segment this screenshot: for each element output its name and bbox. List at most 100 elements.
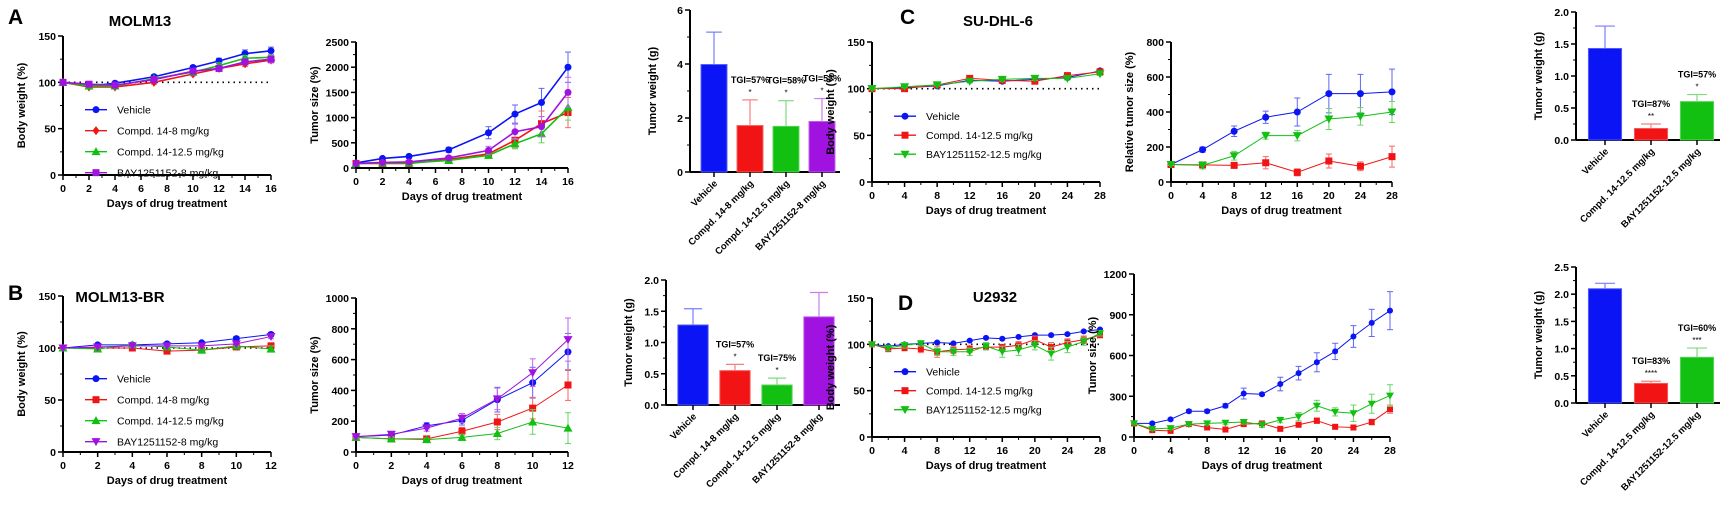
data-point <box>1325 90 1333 98</box>
data-point <box>266 344 276 353</box>
y-tick-label: 4 <box>677 59 683 71</box>
series-line <box>871 73 1101 90</box>
y-tick-label: 600 <box>331 355 349 367</box>
y-tick-label: 900 <box>1109 310 1127 322</box>
bar <box>1587 288 1623 404</box>
x-tick-label: 0 <box>869 190 875 202</box>
category-label: BAY1251152-8 mg/kg <box>753 178 828 253</box>
series-line <box>1170 156 1393 173</box>
x-tick-label: 0 <box>869 445 875 457</box>
x-tick-label: 4 <box>902 190 908 202</box>
y-tick-label: 50 <box>44 395 56 407</box>
data-point <box>563 423 573 432</box>
data-point <box>422 424 432 433</box>
x-tick-label: 10 <box>187 183 199 195</box>
data-point <box>1368 319 1375 326</box>
data-point <box>1312 402 1321 410</box>
data-point <box>1030 74 1040 83</box>
data-point <box>982 343 990 351</box>
x-tick-label: 4 <box>112 183 118 195</box>
y-tick-label: 2000 <box>326 62 350 74</box>
chart-C1: 0 50 100 150 Body weight (%) 0 4 8 12 16 20 24 28 Day… <box>825 6 1106 217</box>
data-point <box>484 150 493 159</box>
series-purple <box>351 317 573 442</box>
data-point <box>1230 127 1238 135</box>
x-tick-label: 8 <box>934 445 940 457</box>
x-tick-label: 4 <box>1168 445 1174 457</box>
data-point <box>1166 425 1175 433</box>
data-point <box>405 158 413 166</box>
chart-A2: 0 500 1000 1500 2000 2500 Tumor size (%) 0 2 4 6 8 1… <box>309 37 574 203</box>
data-point <box>1277 425 1284 432</box>
y-axis-label: Body weight (%) <box>16 331 28 417</box>
data-point <box>933 348 942 356</box>
x-tick-label: 0 <box>1168 190 1174 202</box>
data-point <box>1258 421 1266 429</box>
x-tick-label: 12 <box>964 190 976 202</box>
legend-label: Compd. 14-8 mg/kg <box>117 126 209 138</box>
series-line <box>62 59 272 88</box>
y-tick-label: 100 <box>38 343 56 355</box>
data-point <box>352 159 360 167</box>
series-line <box>872 71 1101 90</box>
y-tick-label: 2.0 <box>644 275 659 287</box>
series-purple <box>58 333 276 353</box>
x-tick-label: 12 <box>265 460 277 472</box>
y-tick-label: 2.5 <box>1554 262 1569 274</box>
y-axis-label: Body weight (%) <box>825 69 837 155</box>
data-point <box>92 375 100 383</box>
data-point <box>91 416 101 425</box>
x-tick-label: 16 <box>562 176 574 188</box>
x-tick-label: 16 <box>996 190 1008 202</box>
data-point <box>215 64 223 72</box>
legend-label: Vehicle <box>117 105 151 117</box>
x-tick-label: 12 <box>213 183 225 195</box>
data-point <box>1080 328 1087 335</box>
data-point <box>1031 332 1038 339</box>
x-axis-label: Days of drug treatment <box>926 205 1047 217</box>
series-purple <box>59 54 275 89</box>
y-axis-label: Relative tumor size (%) <box>1124 51 1136 172</box>
y-tick-label: 1.5 <box>1554 316 1569 328</box>
data-point <box>1199 146 1207 154</box>
x-tick-label: 2 <box>380 176 386 188</box>
data-point <box>528 369 538 378</box>
y-tick-label: 800 <box>1146 37 1164 49</box>
tgi-label: TGI=87% <box>1632 99 1670 109</box>
category-label: Vehicle <box>668 411 699 442</box>
category-label: Vehicle <box>689 178 720 209</box>
bar <box>1587 47 1623 141</box>
y-tick-label: 0 <box>1158 177 1164 189</box>
chart-B1: 0 50 100 150 Body weight (%) 0 2 4 6 8 10 12 Days of… <box>8 282 277 487</box>
data-point <box>1229 152 1239 161</box>
data-point <box>1293 108 1301 116</box>
x-tick-label: 12 <box>562 460 574 472</box>
tgi-label: TGI=75% <box>758 353 796 363</box>
data-point <box>983 334 989 341</box>
bar <box>719 370 751 406</box>
y-axis-label: Tumor size (%) <box>309 66 321 144</box>
data-point <box>510 139 520 148</box>
y-tick-label: 600 <box>1146 72 1164 84</box>
series-line <box>62 50 272 87</box>
legend: Vehicle Compd. 14-8 mg/kg Compd. 14-12.5 m… <box>85 105 224 180</box>
x-tick-label: 6 <box>138 183 144 195</box>
x-tick-label: 0 <box>1131 445 1137 457</box>
series-green <box>1130 384 1394 433</box>
y-tick-label: 0 <box>859 177 865 189</box>
data-point <box>1259 391 1265 398</box>
y-tick-label: 2.0 <box>1554 289 1569 301</box>
data-point <box>900 83 910 92</box>
data-point <box>1198 161 1208 170</box>
y-tick-label: 100 <box>847 84 865 96</box>
y-tick-label: 150 <box>847 37 865 49</box>
y-tick-label: 0.5 <box>644 369 659 381</box>
data-point <box>999 335 1006 342</box>
series-line <box>1134 310 1391 424</box>
chart-A1: 0 50 100 150 Body weight (%) 0 2 4 6 8 10 12 14 16 Day… <box>8 6 277 210</box>
data-point <box>538 123 545 131</box>
panel-letter: A <box>8 6 23 29</box>
data-point <box>1204 408 1211 415</box>
y-tick-label: 1.0 <box>644 338 659 350</box>
data-point <box>492 429 502 438</box>
